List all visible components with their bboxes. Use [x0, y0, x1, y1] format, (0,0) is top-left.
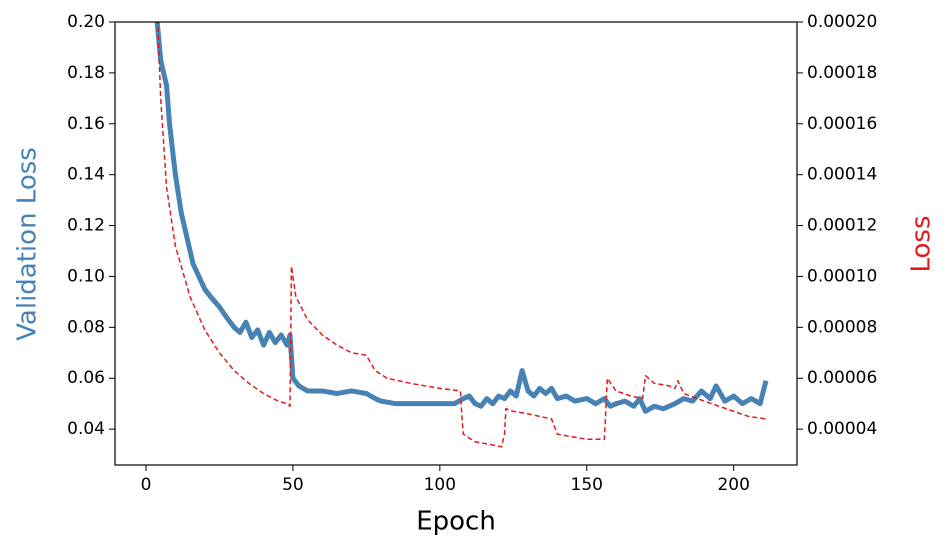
x-tick-label: 150: [571, 475, 603, 495]
y-tick-label: 0.12: [67, 216, 105, 236]
y2-axis-label: Loss: [907, 215, 937, 272]
y2-tick-label: 0.00008: [807, 317, 877, 337]
x-tick-label: 0: [141, 475, 152, 495]
y2-tick-label: 0.00006: [807, 368, 877, 388]
line-series: [154, 22, 769, 414]
y2-tick-label: 0.00020: [807, 12, 877, 32]
y2-tick-label: 0.00016: [807, 114, 877, 134]
y-tick-label: 0.18: [67, 63, 105, 83]
y2-tick-label: 0.00014: [807, 165, 877, 185]
y-tick-label: 0.04: [67, 419, 105, 439]
y-tick-label: 0.20: [67, 12, 105, 32]
y-tick-label: 0.06: [67, 368, 105, 388]
y2-tick-label: 0.00004: [807, 419, 877, 439]
y2-tick-label: 0.00018: [807, 63, 877, 83]
y-axis-label: Validation Loss: [13, 147, 43, 341]
y2-tick-label: 0.00012: [807, 216, 877, 236]
x-tick-label: 100: [424, 475, 456, 495]
y-tick-label: 0.08: [67, 317, 105, 337]
y2-tick-label: 0.00010: [807, 266, 877, 286]
x-axis-label: Epoch: [416, 507, 496, 537]
x-tick-label: 200: [717, 475, 749, 495]
plot-frame: [114, 21, 798, 466]
y-tick-label: 0.16: [67, 114, 105, 134]
line-series: [156, 22, 767, 448]
y-tick-label: 0.14: [67, 165, 105, 185]
y-tick-label: 0.10: [67, 266, 105, 286]
x-tick-label: 50: [282, 475, 304, 495]
